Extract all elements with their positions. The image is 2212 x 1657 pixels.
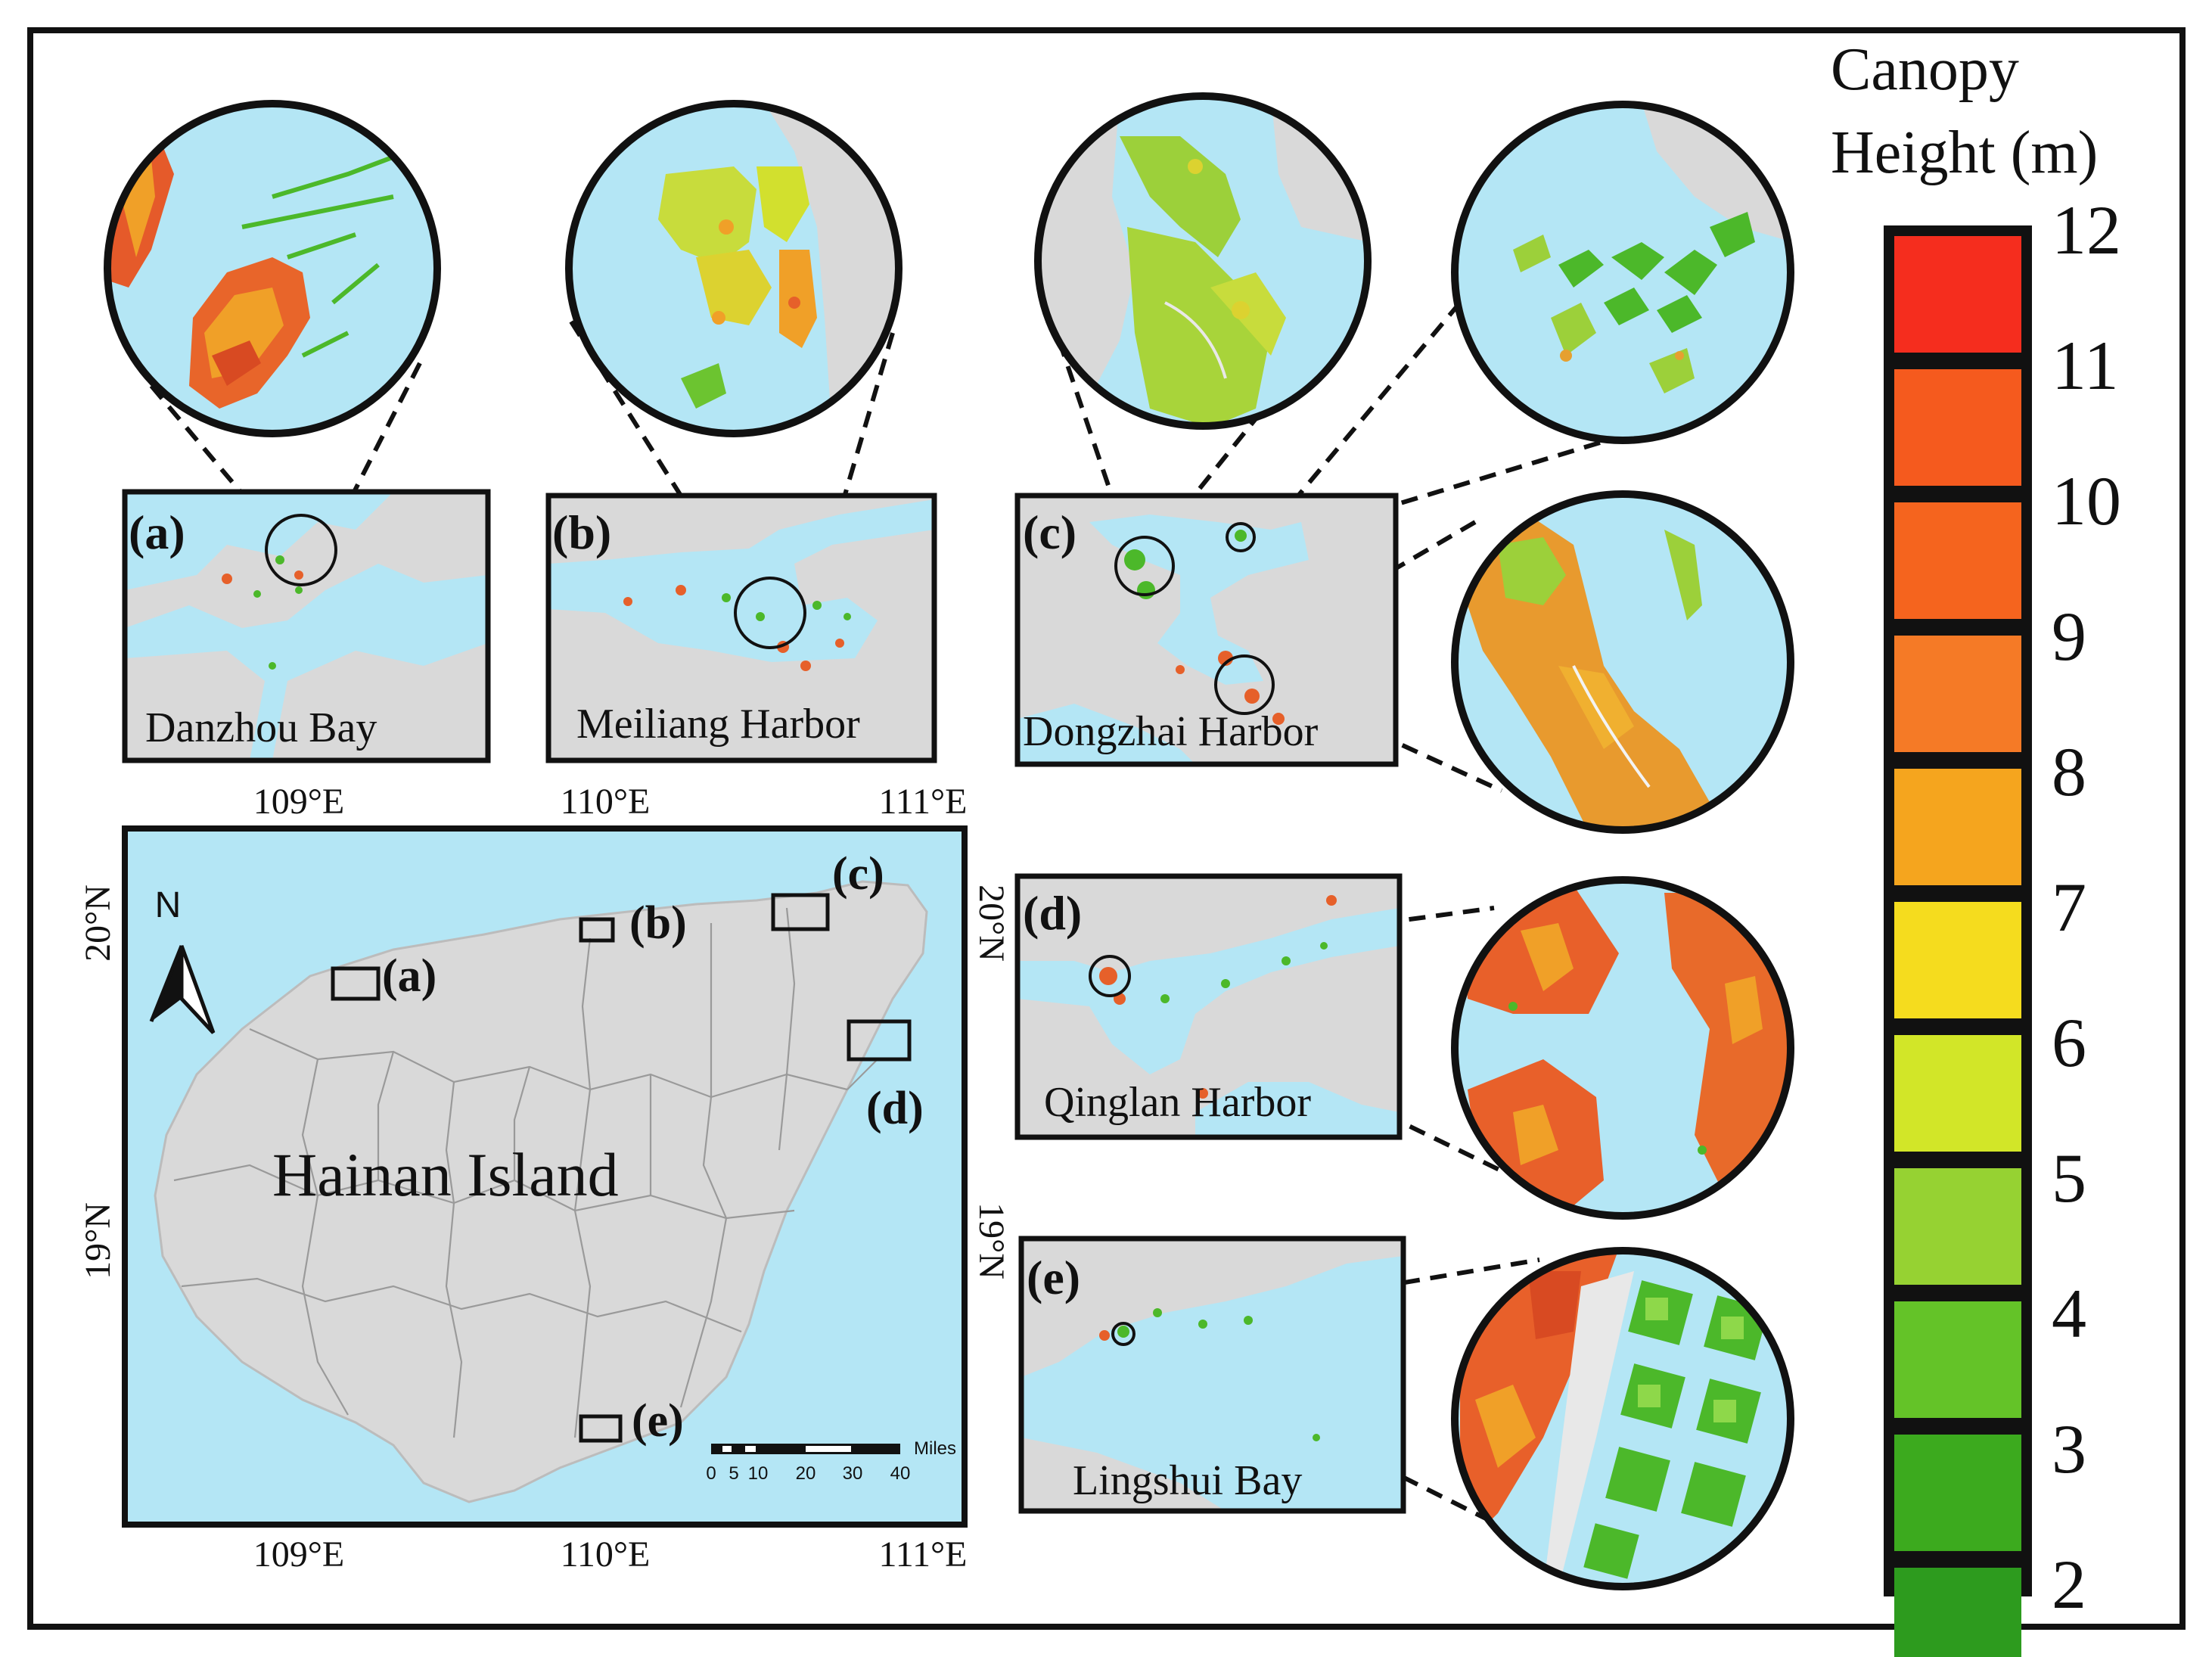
lat-right-20: 20°N [971, 884, 1011, 962]
zoom-circle-c3 [1451, 490, 1794, 834]
site-letter-e: (e) [632, 1395, 684, 1447]
panel-d: (d) Qinglan Harbor [1014, 873, 1403, 1140]
legend-swatch-3 [1894, 1435, 2021, 1551]
lat-right-19: 19°N [971, 1202, 1011, 1279]
legend-swatch-8 [1894, 769, 2021, 885]
site-letter-c: (c) [832, 848, 884, 900]
svg-text:Miles: Miles [914, 1438, 956, 1459]
lon-bottom-110: 110°E [561, 1534, 651, 1575]
svg-text:40: 40 [890, 1463, 911, 1484]
legend-swatch-10 [1894, 502, 2021, 619]
panel-a: (a) Danzhou Bay [122, 489, 491, 763]
panel-e-letter: (e) [1027, 1251, 1080, 1304]
svg-text:N: N [155, 885, 182, 925]
panel-b: (b) Meiliang Harbor [545, 493, 937, 763]
legend-tick-3: 3 [2052, 1410, 2086, 1488]
legend-tick-labels: 12 11 10 9 8 7 6 5 4 3 2 [2052, 191, 2121, 1623]
legend-title-line1: Canopy [1831, 36, 2019, 103]
legend-swatch-6 [1894, 1035, 2021, 1152]
legend-tick-7: 7 [2052, 869, 2086, 946]
legend-swatch-2 [1894, 1568, 2021, 1657]
zoom-circle-b [565, 100, 903, 437]
legend-tick-9: 9 [2052, 598, 2086, 675]
panel-d-letter: (d) [1023, 886, 1082, 940]
legend-tick-2: 2 [2052, 1546, 2086, 1623]
panel-c: (c) Dongzhai Harbor [1014, 493, 1399, 767]
lon-bottom-109: 109°E [253, 1534, 345, 1575]
panel-a-name: Danzhou Bay [145, 704, 377, 751]
legend-swatch-4 [1894, 1301, 2021, 1418]
legend-swatch-7 [1894, 902, 2021, 1018]
panel-c-name: Dongzhai Harbor [1023, 708, 1319, 755]
scale-bar: 0 5 10 20 30 40 Miles [706, 1438, 956, 1484]
panel-b-letter: (b) [552, 505, 611, 559]
panel-d-name: Qinglan Harbor [1044, 1079, 1311, 1126]
lon-top-109: 109°E [253, 782, 345, 822]
legend-tick-10: 10 [2052, 462, 2121, 539]
island-label: Hainan Island [272, 1140, 619, 1209]
site-box-d[interactable] [847, 1019, 912, 1062]
north-arrow: N [149, 885, 216, 1034]
svg-text:30: 30 [843, 1463, 863, 1484]
legend-tick-12: 12 [2052, 191, 2121, 269]
main-map: (a) (b) (c) (d) (e) Hainan Island N 0 5 … [78, 782, 1011, 1575]
panel-a-letter: (a) [129, 505, 185, 559]
panel-b-name: Meiliang Harbor [576, 701, 860, 748]
zoom-circle-a [104, 100, 441, 437]
legend-tick-11: 11 [2052, 327, 2119, 404]
legend-swatch-12 [1894, 236, 2021, 353]
legend-title-line2: Height (m) [1831, 120, 2098, 186]
site-letter-b: (b) [629, 897, 687, 949]
zoom-circle-e [1451, 1247, 1794, 1590]
lon-top-111: 111°E [879, 782, 968, 822]
panel-c-letter: (c) [1023, 505, 1076, 559]
site-box-b[interactable] [579, 917, 615, 943]
lat-left-19: 19°N [78, 1202, 118, 1279]
svg-text:10: 10 [748, 1463, 769, 1484]
panel-e: (e) Lingshui Bay [1018, 1236, 1406, 1514]
legend-tick-8: 8 [2052, 733, 2086, 810]
svg-text:20: 20 [796, 1463, 816, 1484]
legend-swatch-9 [1894, 636, 2021, 752]
legend-swatch-11 [1894, 369, 2021, 486]
legend-tick-6: 6 [2052, 1004, 2086, 1081]
lon-top-110: 110°E [561, 782, 651, 822]
site-letter-d: (d) [866, 1083, 924, 1134]
legend-color-boxes [1894, 236, 2021, 1657]
site-box-a[interactable] [331, 966, 381, 1001]
zoom-circle-d [1451, 876, 1794, 1220]
outer-frame [27, 27, 2186, 1630]
svg-text:5: 5 [729, 1463, 738, 1484]
hainan-island-land [154, 880, 928, 1503]
legend-swatch-5 [1894, 1168, 2021, 1285]
zoom-circle-c1 [1034, 92, 1372, 430]
zoom-circle-c2 [1451, 101, 1794, 444]
site-box-e[interactable] [579, 1414, 623, 1443]
svg-text:0: 0 [706, 1463, 716, 1484]
legend-tick-4: 4 [2052, 1275, 2086, 1352]
lon-bottom-111: 111°E [879, 1534, 968, 1575]
county-boundaries [173, 907, 878, 1438]
panel-e-name: Lingshui Bay [1073, 1457, 1302, 1504]
site-letter-a: (a) [382, 950, 436, 1002]
legend-tick-5: 5 [2052, 1139, 2086, 1217]
site-box-c[interactable] [771, 893, 830, 931]
legend: Canopy Height (m) 12 11 10 9 8 7 6 5 4 3 2 [1831, 36, 2121, 1657]
lat-left-20: 20°N [78, 884, 118, 962]
